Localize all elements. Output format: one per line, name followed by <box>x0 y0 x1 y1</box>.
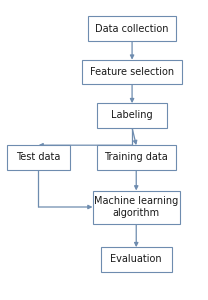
Text: Evaluation: Evaluation <box>110 254 162 265</box>
Text: Test data: Test data <box>16 152 61 163</box>
Bar <box>101 247 172 272</box>
Text: Feature selection: Feature selection <box>90 67 174 77</box>
Bar <box>88 16 176 41</box>
Bar <box>7 145 70 170</box>
Text: Labeling: Labeling <box>111 110 153 121</box>
Bar <box>97 103 167 128</box>
Text: Machine learning
algorithm: Machine learning algorithm <box>94 196 178 218</box>
Text: Training data: Training data <box>104 152 168 163</box>
Bar <box>82 60 182 84</box>
Bar <box>93 190 180 224</box>
Text: Data collection: Data collection <box>95 23 169 34</box>
Bar <box>97 145 176 170</box>
